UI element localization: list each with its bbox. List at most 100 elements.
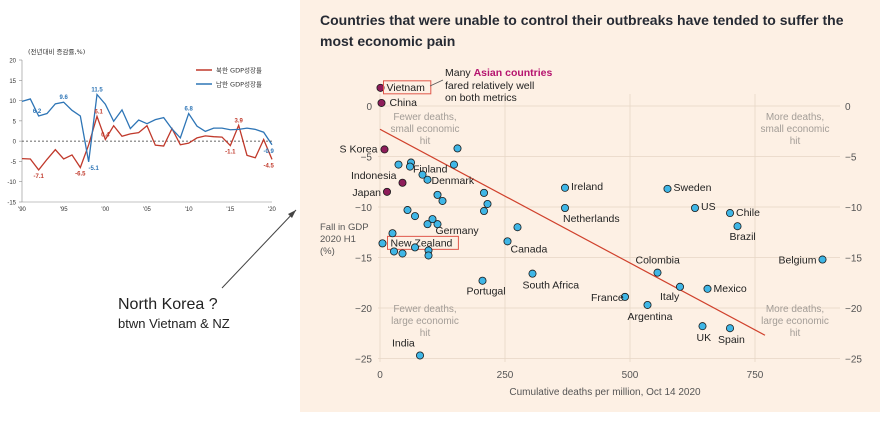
point-new-zealand xyxy=(378,239,387,248)
point-unlabeled xyxy=(438,196,447,205)
point-argentina xyxy=(643,300,652,309)
quadrant-label-bottom-left: Fewer deaths, xyxy=(393,304,456,315)
left-x-tick-label: '20 xyxy=(268,207,276,213)
point-japan xyxy=(383,187,392,196)
left-x-tick-label: '05 xyxy=(143,207,151,213)
left-x-tick-label: '00 xyxy=(101,207,109,213)
point-label-germany: Germany xyxy=(436,225,480,237)
point-label-denmark: Denmark xyxy=(432,175,475,187)
quadrant-label-top-left: Fewer deaths, xyxy=(393,112,456,123)
y-axis-label-line: 2020 H1 xyxy=(320,234,356,245)
point-unlabeled xyxy=(406,162,415,171)
point-unlabeled xyxy=(449,160,458,169)
left-series-line-1 xyxy=(21,92,273,162)
point-label-chile: Chile xyxy=(736,207,760,219)
point-denmark xyxy=(433,190,442,199)
point-uk xyxy=(698,322,707,331)
left-data-label: 6.1 xyxy=(94,109,103,115)
quadrant-label-bottom-right: More deaths, xyxy=(766,304,824,315)
point-india xyxy=(416,351,425,360)
point-belgium xyxy=(818,255,827,264)
left-data-label: -7.1 xyxy=(33,174,44,180)
left-x-tick-label: '90 xyxy=(18,207,26,213)
point-label-uk: UK xyxy=(697,332,712,344)
point-mexico xyxy=(703,284,712,293)
point-label-vietnam: Vietnam xyxy=(387,82,426,94)
y-tick-label-left: 0 xyxy=(366,102,372,113)
point-unlabeled xyxy=(453,144,462,153)
economic-pain-chart-panel: Countries that were unable to control th… xyxy=(300,0,880,412)
y-tick-label-left: −15 xyxy=(355,254,372,265)
point-label-spain: Spain xyxy=(718,334,745,346)
y-tick-label-right: −15 xyxy=(845,254,862,265)
left-data-label: -5.1 xyxy=(88,166,99,172)
y-tick-label-right: −5 xyxy=(845,153,857,164)
point-unlabeled xyxy=(423,175,432,184)
point-unlabeled xyxy=(513,223,522,232)
point-label-japan: Japan xyxy=(352,187,381,199)
quadrant-label-top-left: hit xyxy=(420,136,431,147)
left-x-tick-label: '15 xyxy=(226,207,234,213)
point-unlabeled xyxy=(418,170,427,179)
y-tick-label-right: −20 xyxy=(845,304,862,315)
x-tick-label: 0 xyxy=(377,370,383,381)
point-label-italy: Italy xyxy=(660,291,680,303)
point-label-brazil: Brazil xyxy=(730,231,756,243)
left-data-label: -6.5 xyxy=(75,172,86,178)
left-y-tick-label: -10 xyxy=(7,180,16,186)
left-y-axis-label: (전년대비 증감률,%) xyxy=(28,47,85,56)
left-y-tick-label: -15 xyxy=(7,201,16,207)
highlight-box xyxy=(387,235,459,250)
left-series-line-0 xyxy=(21,114,273,172)
point-unlabeled xyxy=(423,220,432,229)
left-data-label: 0.4 xyxy=(101,133,110,139)
asian-annotation-line: on both metrics xyxy=(445,92,517,104)
chart-title: Countries that were unable to control th… xyxy=(320,12,844,49)
point-vietnam xyxy=(376,83,385,92)
point-china xyxy=(377,98,386,107)
point-unlabeled xyxy=(411,243,420,252)
point-spain xyxy=(725,324,734,333)
point-unlabeled xyxy=(479,207,488,216)
point-label-portugal: Portugal xyxy=(467,286,506,298)
left-data-label: 9.6 xyxy=(59,95,68,101)
point-chile xyxy=(725,209,734,218)
left-data-label: 3.9 xyxy=(234,118,243,124)
point-unlabeled xyxy=(424,251,433,260)
point-label-belgium: Belgium xyxy=(779,255,817,267)
left-y-tick-label: -5 xyxy=(11,160,17,166)
point-label-sweden: Sweden xyxy=(674,182,712,194)
left-data-label: -0.9 xyxy=(263,149,274,155)
point-label-colombia: Colombia xyxy=(636,255,681,267)
left-y-tick-label: 0 xyxy=(13,140,17,146)
x-tick-label: 750 xyxy=(747,370,764,381)
point-label-s-korea: S Korea xyxy=(340,143,378,155)
quadrant-label-top-right: hit xyxy=(790,136,801,147)
point-unlabeled xyxy=(388,229,397,238)
left-data-label: 6.8 xyxy=(184,107,193,113)
point-unlabeled xyxy=(479,188,488,197)
point-label-new-zealand: New Zealand xyxy=(391,237,453,249)
point-label-ireland: Ireland xyxy=(571,181,603,193)
point-france xyxy=(620,292,629,301)
note-title: North Korea ? xyxy=(118,296,218,313)
asian-annotation-line1: Many Asian countries xyxy=(445,67,553,79)
point-label-indonesia: Indonesia xyxy=(351,170,397,182)
annotation-text: Many xyxy=(445,67,474,79)
left-y-tick-label: 20 xyxy=(9,59,16,65)
left-y-tick-label: 15 xyxy=(9,79,16,85)
point-colombia xyxy=(653,268,662,277)
y-tick-label-left: −20 xyxy=(355,304,372,315)
left-legend-label-1: 남한 GDP성장률 xyxy=(216,80,262,89)
point-sweden xyxy=(663,184,672,193)
point-us xyxy=(690,204,699,213)
y-tick-label-left: −5 xyxy=(361,153,373,164)
point-label-us: US xyxy=(701,201,716,213)
left-y-tick-label: 10 xyxy=(9,99,16,105)
highlight-box xyxy=(383,80,432,95)
y-axis-label-line: (%) xyxy=(320,246,335,257)
y-tick-label-right: −10 xyxy=(845,203,862,214)
note-subtitle: btwn Vietnam & NZ xyxy=(118,316,230,331)
point-unlabeled xyxy=(398,249,407,258)
point-brazil xyxy=(733,222,742,231)
